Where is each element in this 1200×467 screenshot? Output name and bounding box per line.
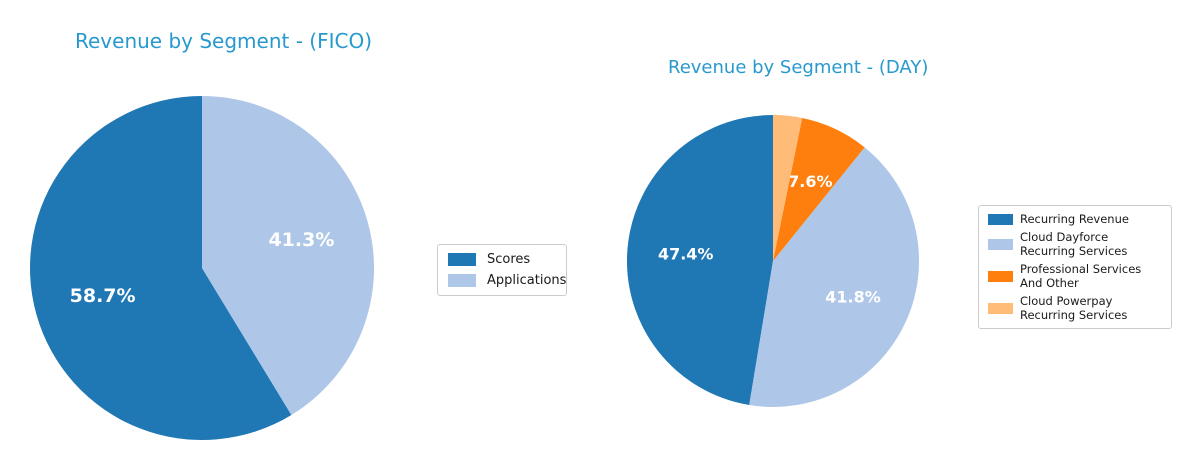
- legend-swatch-scores: [448, 253, 476, 266]
- legend-label-cloud-powerpay: Cloud Powerpay Recurring Services: [1020, 294, 1128, 323]
- pie-chart-day: 47.4% 41.8% 7.6%: [627, 115, 919, 407]
- legend-label-applications: Applications: [487, 273, 567, 288]
- chart-title-day: Revenue by Segment - (DAY): [668, 57, 929, 78]
- legend-day: Recurring Revenue Cloud Dayforce Recurri…: [978, 205, 1172, 330]
- legend-item-applications: Applications: [448, 273, 566, 288]
- legend-label-cloud-dayforce: Cloud Dayforce Recurring Services: [1020, 230, 1128, 259]
- pie-pct-label: 7.6%: [788, 172, 832, 191]
- legend-label-recurring-revenue: Recurring Revenue: [1020, 212, 1129, 226]
- pie-slice-cloud-powerpay-recurring-services: [773, 115, 803, 261]
- legend-swatch-professional-services: [988, 270, 1013, 282]
- legend-item-scores: Scores: [448, 252, 556, 267]
- legend-label-scores: Scores: [487, 252, 531, 267]
- pie-slice-professional-services-and-other: [773, 117, 865, 261]
- pie-slice-cloud-dayforce-recurring-services: [749, 147, 919, 407]
- legend-swatch-recurring-revenue: [988, 213, 1013, 225]
- pie-slice-scores: [30, 96, 292, 440]
- pie-slice-applications: [202, 96, 374, 415]
- pie-pct-label: 41.8%: [825, 287, 881, 306]
- chart-title-fico: Revenue by Segment - (FICO): [75, 29, 372, 53]
- legend-item-professional-services: Professional Services And Other: [988, 262, 1162, 290]
- legend-item-recurring-revenue: Recurring Revenue: [988, 212, 1162, 226]
- legend-swatch-cloud-powerpay: [988, 302, 1013, 314]
- pie-pct-label: 58.7%: [70, 285, 136, 307]
- pie-pct-label: 47.4%: [658, 244, 714, 263]
- pie-slice-recurring-revenue: [627, 115, 773, 406]
- legend-fico: Scores Applications: [437, 244, 567, 296]
- legend-swatch-cloud-dayforce: [988, 238, 1013, 250]
- legend-label-professional-services: Professional Services And Other: [1020, 262, 1142, 291]
- legend-item-cloud-dayforce: Cloud Dayforce Recurring Services: [988, 230, 1162, 258]
- pie-pct-label: 41.3%: [268, 229, 334, 251]
- legend-item-cloud-powerpay: Cloud Powerpay Recurring Services: [988, 294, 1162, 322]
- legend-swatch-applications: [448, 274, 476, 287]
- pie-chart-fico: 58.7% 41.3%: [30, 96, 374, 440]
